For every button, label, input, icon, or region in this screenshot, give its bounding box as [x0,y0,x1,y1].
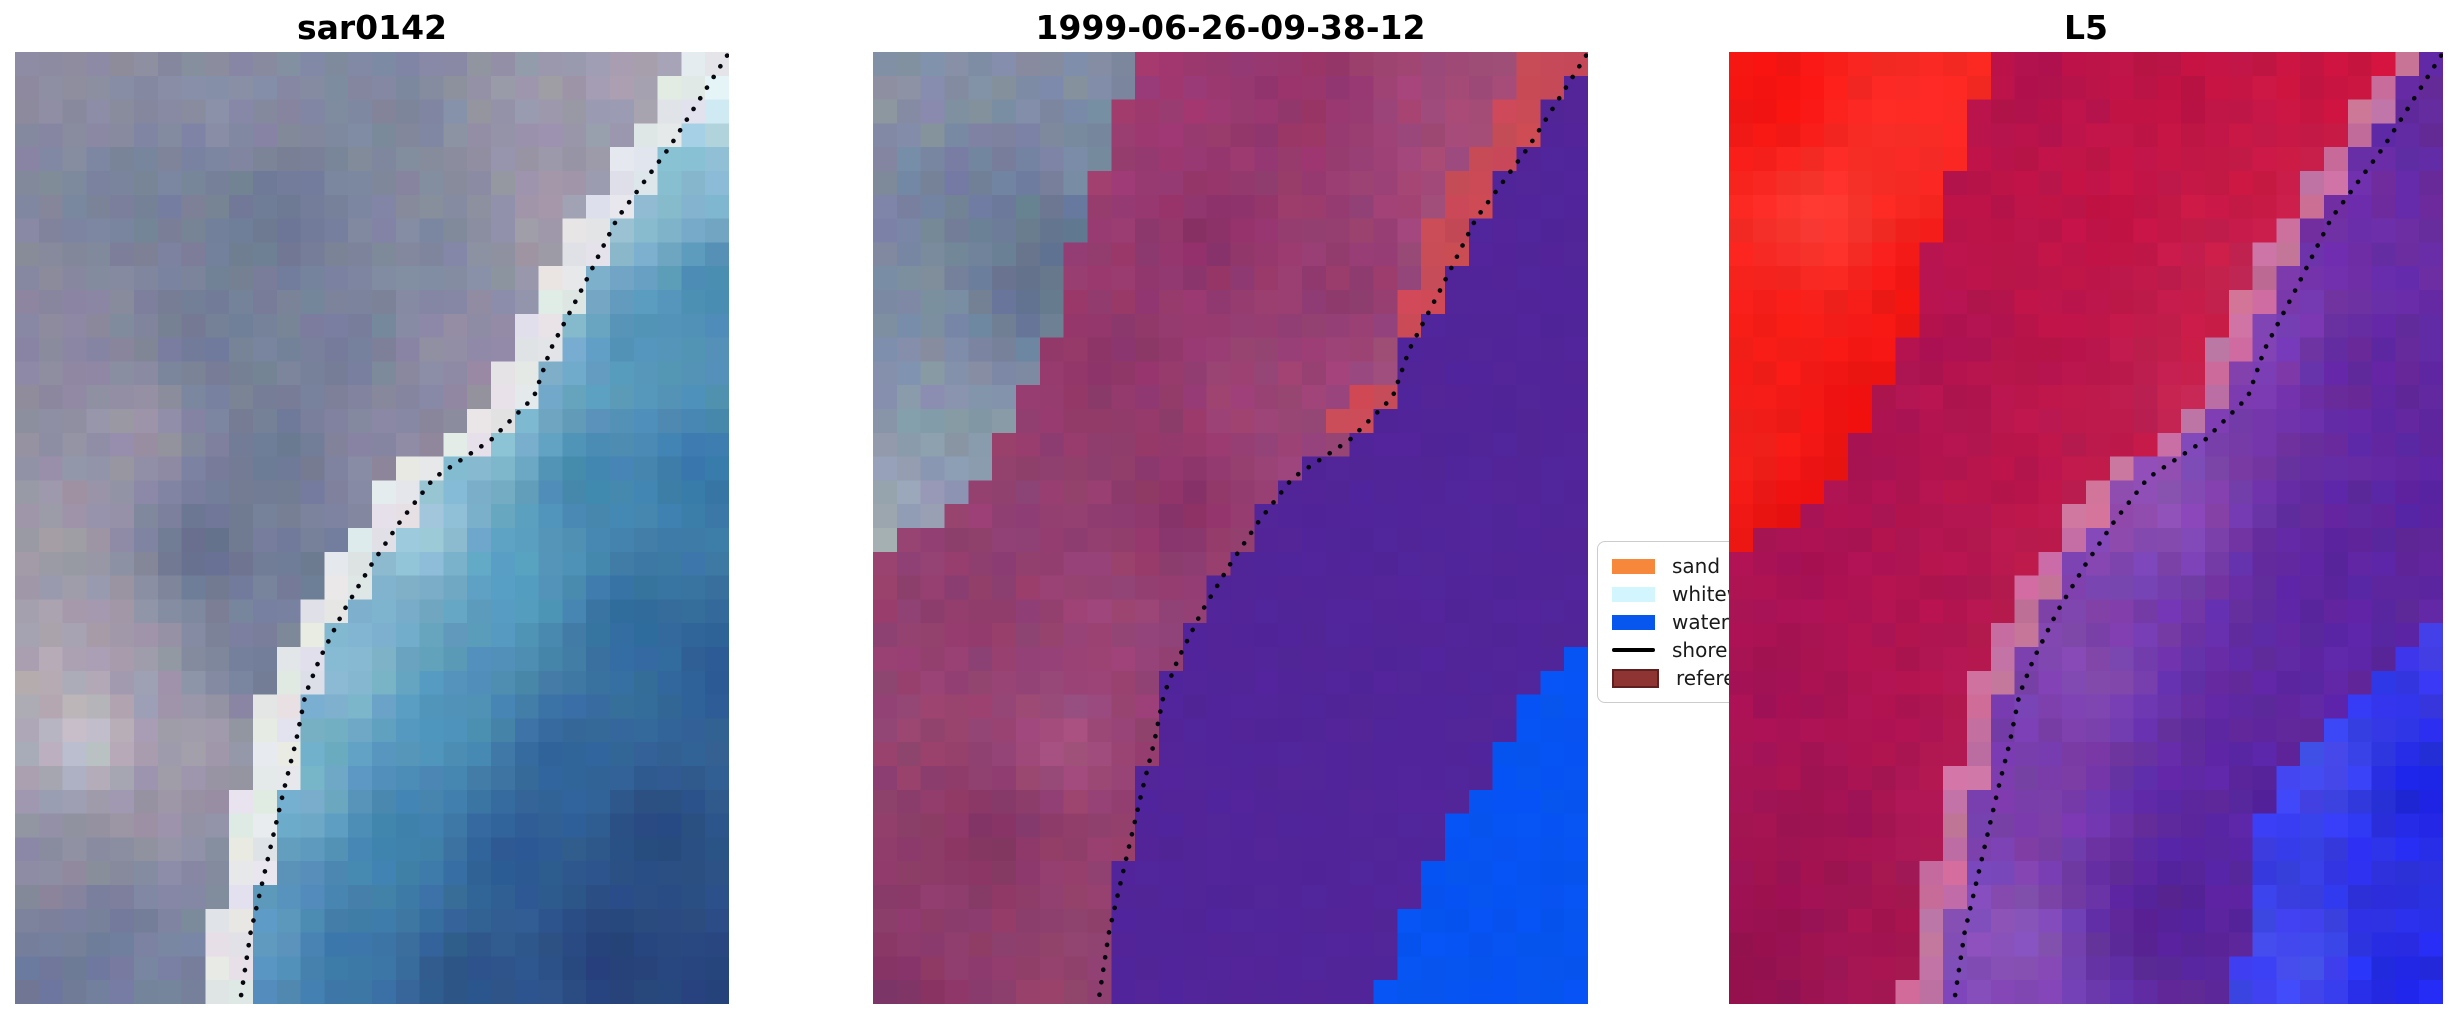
sar-image-wrap [15,52,729,1004]
legend-label-sand: sand [1672,554,1721,578]
sand-swatch [1612,558,1655,574]
classified-image [873,52,1588,1004]
water-swatch [1612,614,1655,630]
subplot-classified-date: 1999-06-26-09-38-12 [873,6,1588,1004]
subplot-title-l5: L5 [2064,8,2108,47]
legend-row-water: water [1612,608,1812,636]
sar-image [15,52,729,1004]
legend-label-water: water [1672,610,1729,634]
date-image-wrap [873,52,1588,1004]
whitewater-swatch [1612,586,1655,602]
subplot-title-date: 1999-06-26-09-38-12 [1035,8,1426,47]
shoreline-line-swatch [1612,648,1655,652]
l5-image [1729,52,2443,1004]
subplot-title-sar0142: sar0142 [296,8,448,47]
legend-row-sand: sand [1612,552,1812,580]
l5-image-wrap [1729,52,2443,1004]
subplot-l5: L5 [1729,6,2443,1004]
reference-swatch [1612,668,1659,688]
subplot-sar0142: sar0142 [15,6,729,1004]
